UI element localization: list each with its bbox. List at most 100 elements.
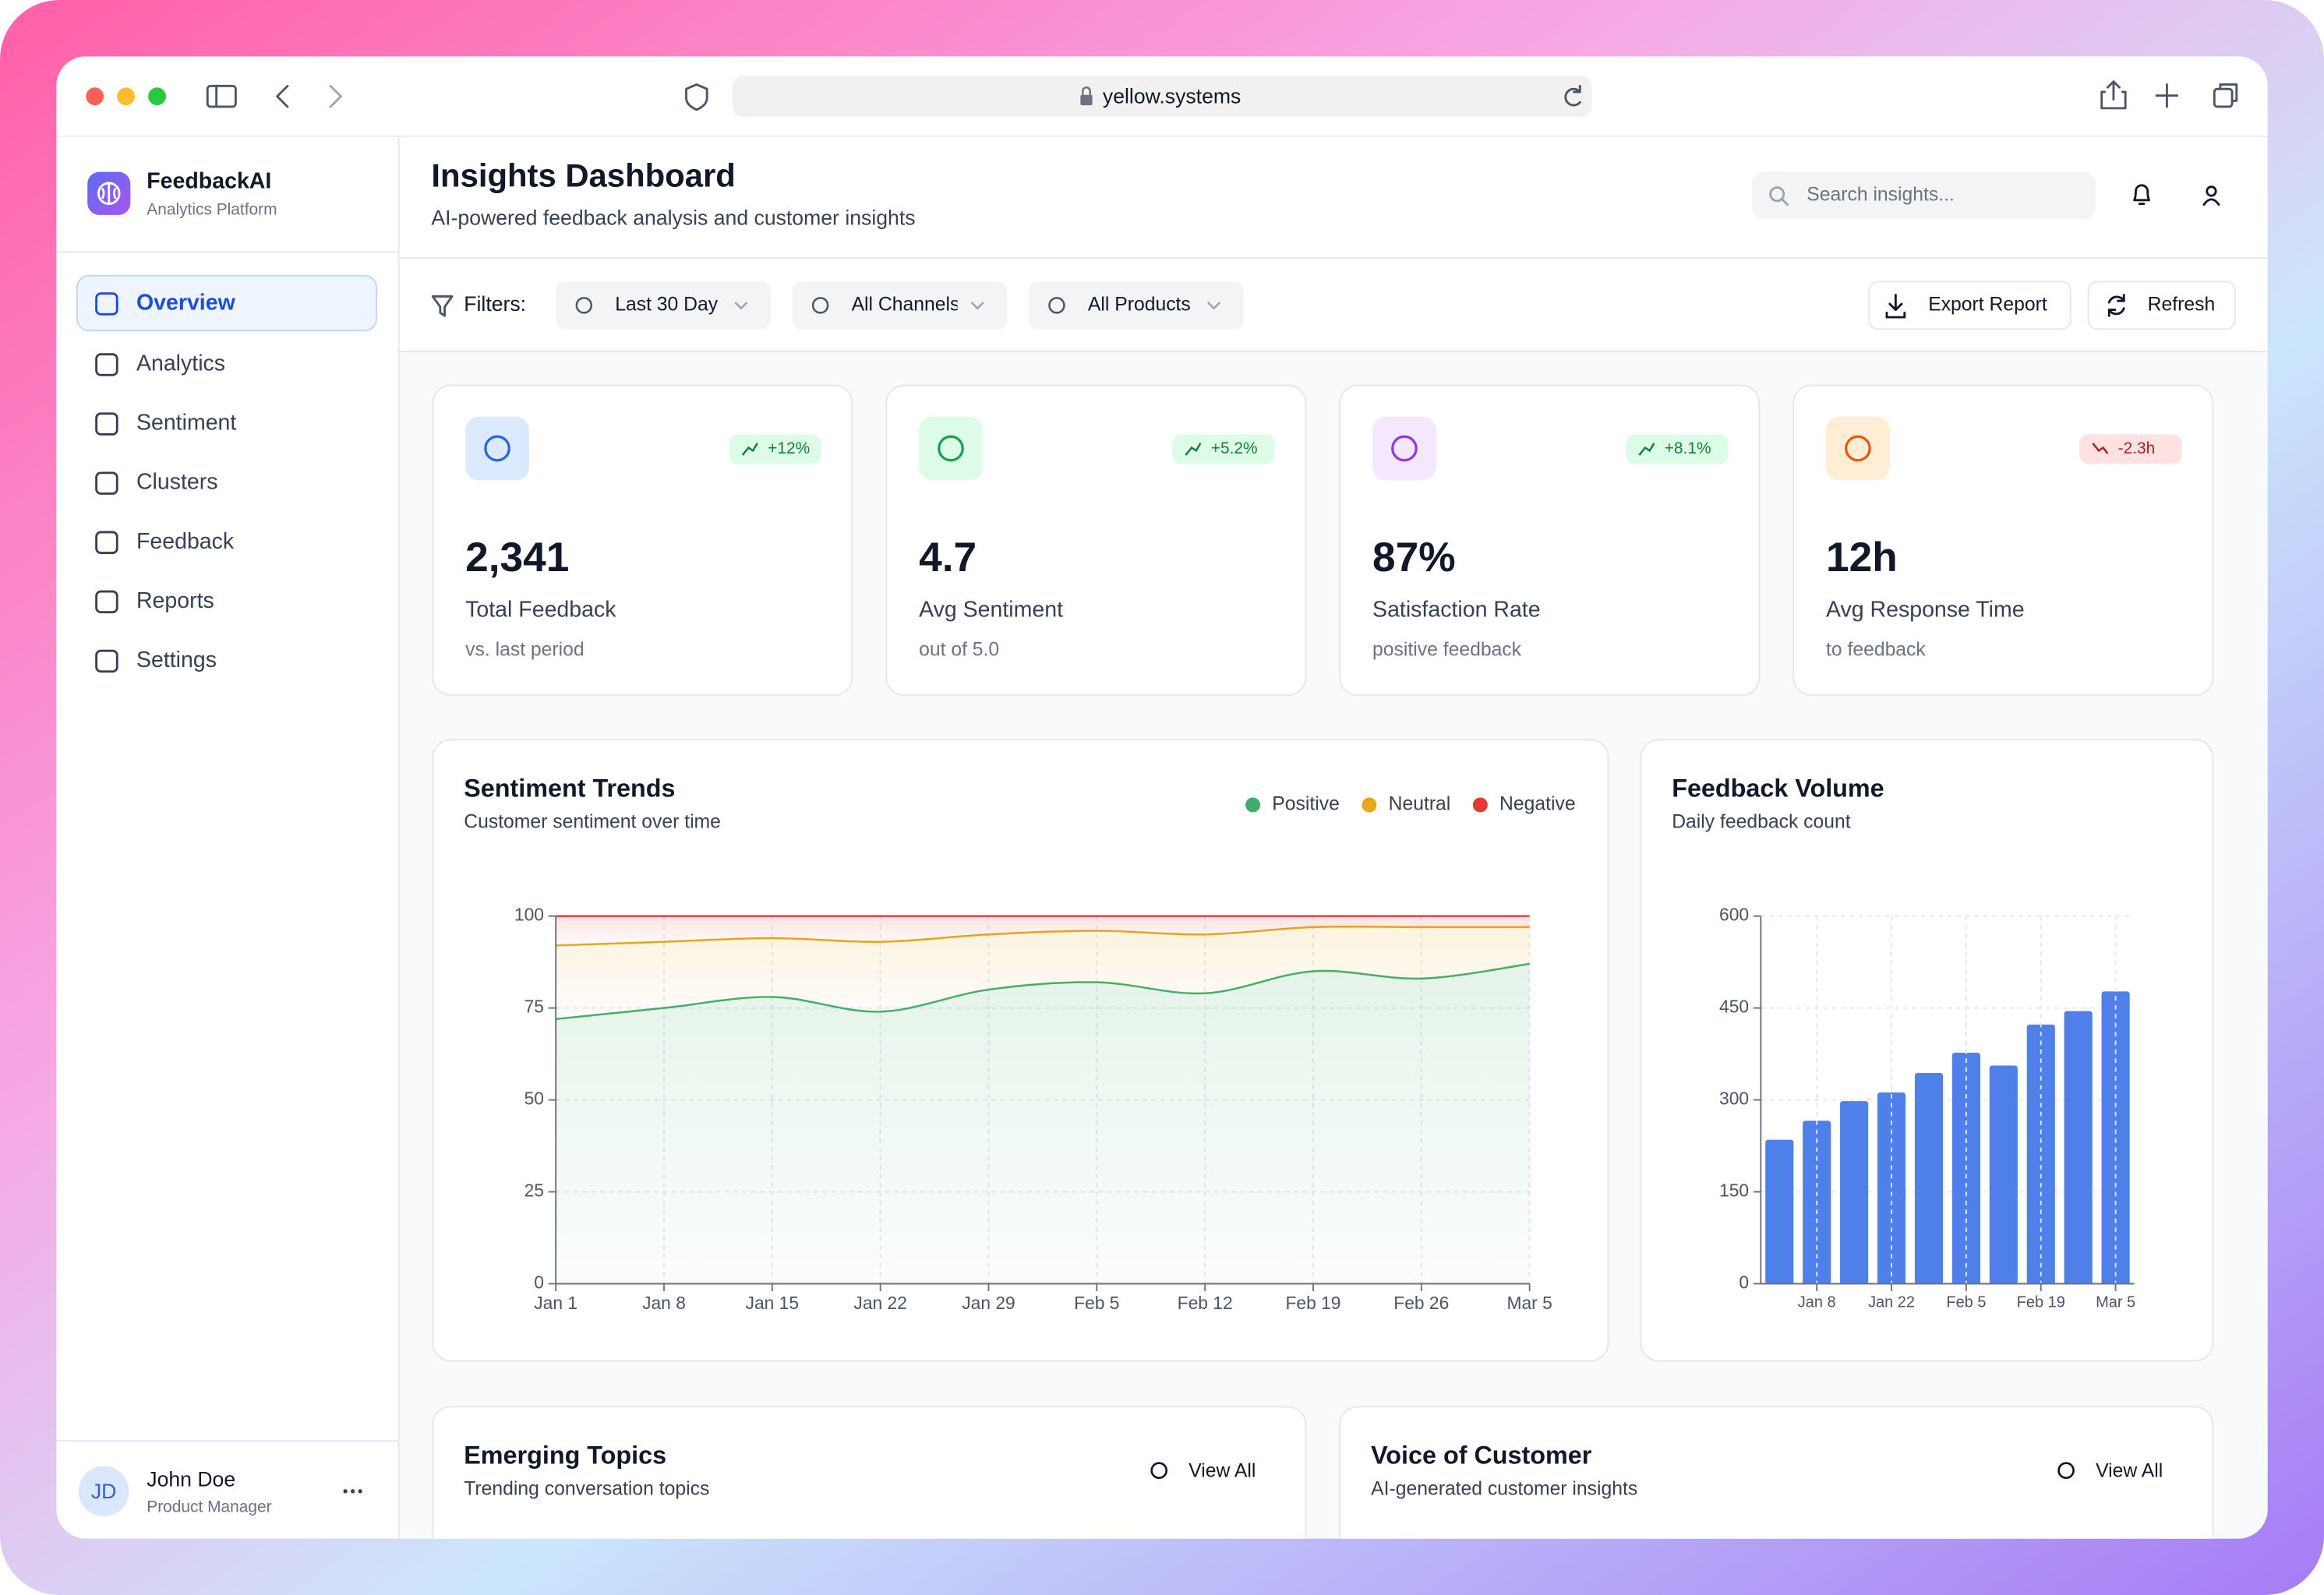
kpi-label: Avg Sentiment [919,597,1063,622]
kpi-icon-bg [919,416,983,481]
area [556,926,1530,1019]
trend-arrow [1185,443,1202,456]
x-tick-label: Jan 8 [1798,1294,1836,1311]
charts: Sentiment Trends Customer sentiment over … [432,739,2214,1362]
kpi-label: Avg Response Time [1826,597,2025,622]
x-tick-label: Feb 5 [1946,1294,1986,1311]
sidebar-toggle[interactable] [206,84,237,108]
bar [1989,1065,2018,1284]
chart-subtitle: Customer sentiment over time [464,811,721,832]
page-title: Insights Dashboard [431,157,735,193]
x-tick-label: Jan 15 [746,1293,799,1313]
kpi-note: vs. last period [465,640,584,661]
avatar-initials: JD [91,1480,117,1503]
kpi-change-badge [1172,434,1275,464]
x-tick-label: Mar 5 [2096,1294,2135,1311]
zoom-button[interactable] [148,87,166,106]
kpi-icon-bg [465,416,529,481]
y-tick-label: 0 [534,1272,544,1293]
export-icon [1885,294,1906,319]
filter-value: Last 30 Day [615,294,719,315]
nav-item[interactable]: Clusters [136,470,218,495]
x-tick-label: Feb 5 [1074,1293,1119,1313]
y-tick-label: 75 [524,997,544,1017]
privacy-icon[interactable] [685,83,708,111]
y-tick-label: 300 [1719,1089,1749,1109]
bar [1840,1101,1869,1284]
kpi-change-badge [1626,434,1729,464]
panels: Emerging Topics Trending conversation top… [432,1406,2214,1539]
new-tab-button[interactable] [2155,83,2179,108]
panel-card [1339,1406,2214,1539]
nav-icon [95,471,118,495]
nav-item[interactable]: Settings [136,648,217,672]
kpi-label: Total Feedback [465,597,616,622]
panel-subtitle: Trending conversation topics [464,1478,709,1499]
filter-select[interactable] [792,281,1008,330]
chart-title: Sentiment Trends [464,775,675,803]
view-all-icon [2057,1462,2075,1480]
tabs-button[interactable] [2213,83,2238,108]
nav-item[interactable]: Overview [136,291,236,316]
address-bar[interactable] [732,76,1592,118]
trend-arrow [741,443,758,456]
share-button[interactable] [2100,80,2127,110]
x-tick-label: Mar 5 [1506,1293,1552,1313]
filter-select[interactable] [556,281,771,330]
kpi-change: +8.1% [1665,439,1711,457]
filter-value: All Products [1088,294,1191,315]
filter-select[interactable] [1028,281,1244,330]
user-menu-button[interactable] [343,1489,362,1494]
y-tick-label: 100 [514,905,544,925]
reload-button[interactable] [1564,84,1581,107]
kpi-value: 2,341 [465,535,569,580]
sidebar-nav: Overview Analytics Sentiment Clusters Feedba… [76,274,378,673]
panel-card [432,1406,1307,1539]
refresh-button[interactable] [2087,281,2236,330]
kpi-note: positive feedback [1372,640,1522,661]
view-all-button[interactable]: View All [2096,1461,2163,1482]
export-button[interactable] [1868,281,2071,330]
kpi-icon [938,435,964,462]
kpi-change: -2.3h [2118,439,2156,457]
nav-item[interactable]: Reports [136,588,214,613]
bar [1914,1072,1944,1284]
lock-icon [1080,86,1093,106]
y-tick-label: 450 [1719,997,1749,1017]
legend-swatch [1245,797,1261,813]
nav-icon [95,353,118,376]
url: yellow.systems [1103,85,1241,108]
filter-icon [1048,297,1065,314]
legend-swatch [1362,797,1377,813]
notifications-button[interactable] [2133,184,2151,206]
nav-item[interactable]: Analytics [136,351,225,376]
back-button[interactable] [276,84,289,108]
search-box[interactable] [1751,171,2096,220]
panel-title: Emerging Topics [464,1441,666,1470]
y-tick-label: 25 [524,1180,544,1201]
filter-value: All Channels [852,294,960,315]
profile-button[interactable] [2202,185,2220,206]
nav-icon [95,590,118,614]
close-button[interactable] [86,87,104,106]
kpi-change-badge [2079,434,2182,464]
nav-item[interactable]: Sentiment [136,411,236,436]
forward-button[interactable] [329,84,342,108]
view-all-button[interactable]: View All [1188,1461,1256,1482]
trend-arrow [2092,443,2109,454]
y-tick-label: 600 [1719,905,1749,925]
user-name: John Doe [147,1468,235,1491]
kpi-icon [1391,435,1418,462]
brand-tagline: Analytics Platform [147,201,277,219]
chevron [734,302,748,310]
kpi-change: +5.2% [1211,439,1258,457]
avatar[interactable] [78,1466,129,1517]
nav-item[interactable]: Feedback [136,529,235,554]
minimize-button[interactable] [117,87,136,106]
kpi-icon [484,435,510,462]
bar [2064,1011,2093,1284]
brand-name: FeedbackAI [147,169,271,194]
x-tick-label: Jan 8 [642,1293,686,1313]
search-placeholder: Search insights... [1807,185,1955,206]
